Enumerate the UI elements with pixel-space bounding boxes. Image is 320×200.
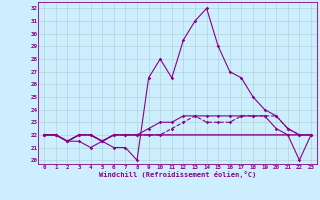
- X-axis label: Windchill (Refroidissement éolien,°C): Windchill (Refroidissement éolien,°C): [99, 171, 256, 178]
